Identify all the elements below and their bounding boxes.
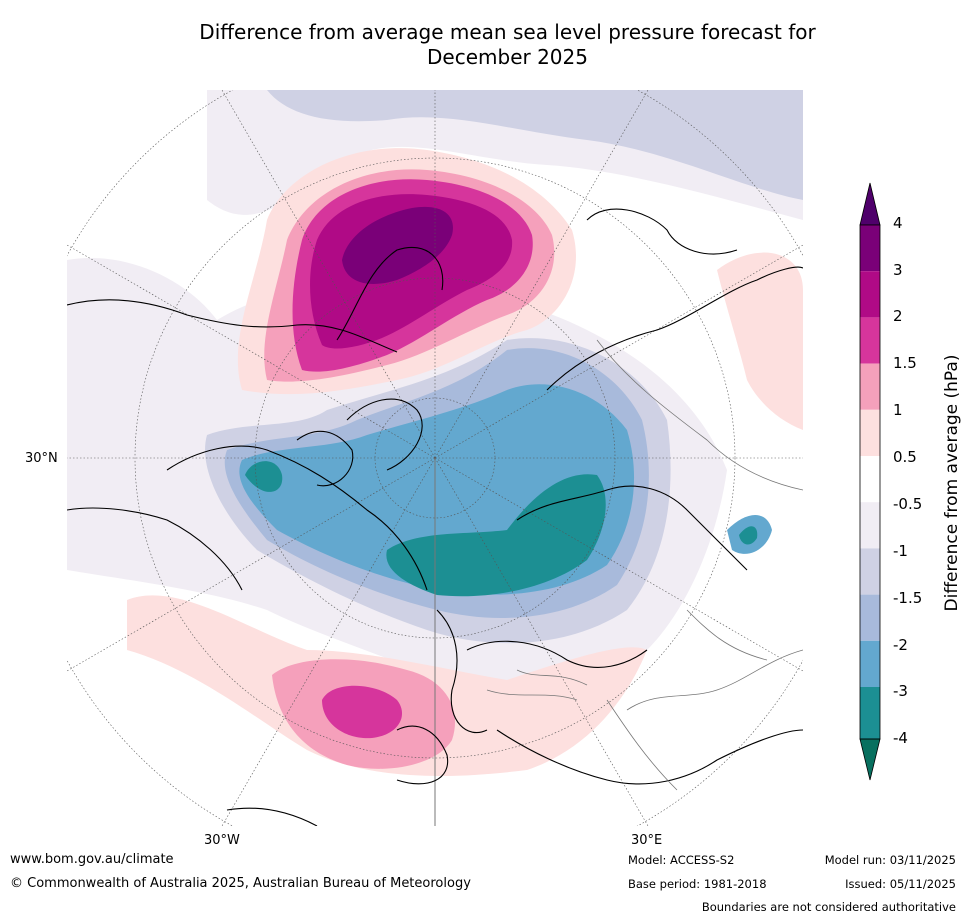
colorbar-band-m3-m4 [860, 687, 880, 739]
colorbar-outline [859, 224, 881, 740]
colorbar-band-2-1.5 [860, 317, 880, 364]
footer-issued: Issued: 05/11/2025 [845, 877, 956, 891]
colorbar-band-4-3 [860, 225, 880, 272]
colorbar-band-1.5-1 [860, 363, 880, 410]
colorbar-title: Difference from average (hPa) [942, 354, 962, 612]
colorbar-tick-1.5: 1.5 [893, 354, 917, 372]
anomaly-region-top-neg-1 [267, 90, 803, 200]
colorbar-band-m0.5-m1 [860, 502, 880, 549]
footer-model-run: Model run: 03/11/2025 [824, 853, 956, 867]
footer-disclaimer: Boundaries are not considered authoritat… [701, 900, 956, 914]
title-line-1: Difference from average mean sea level p… [199, 20, 816, 44]
lat-label-30n: 30°N [25, 451, 58, 466]
colorbar-over-arrow [859, 182, 881, 226]
lon-label-30w: 30°W [204, 833, 240, 848]
anomaly-region-pos-3 [342, 206, 453, 284]
colorbar-tick-m2: -2 [893, 636, 908, 654]
footer-base-period: Base period: 1981-2018 [628, 877, 767, 891]
colorbar-tick-m3: -3 [893, 682, 908, 700]
chart-title: Difference from average mean sea level p… [0, 20, 965, 70]
footer-copyright: © Commonwealth of Australia 2025, Austra… [10, 876, 471, 891]
colorbar-tick-1: 1 [893, 401, 903, 419]
colorbar [859, 182, 881, 781]
colorbar-under-arrow [859, 738, 881, 781]
colorbar-band-m1.5-m2 [860, 594, 880, 641]
colorbar-band-m1-m1.5 [860, 548, 880, 595]
anomaly-region-pos-east-0.5 [717, 252, 803, 430]
colorbar-tick-2: 2 [893, 307, 903, 325]
anomaly-region-neg-east-3 [739, 526, 758, 545]
graticule [67, 90, 803, 826]
lon-label-30e: 30°E [631, 833, 663, 848]
anomaly-region-pos-atl-1.5 [322, 685, 403, 739]
title-line-2: December 2025 [427, 45, 588, 69]
colorbar-tick-3: 3 [893, 261, 903, 279]
colorbar-tick-m1.5: -1.5 [893, 589, 923, 607]
colorbar-band-1-0.5 [860, 409, 880, 456]
pressure-anomaly-map [67, 90, 803, 826]
anomaly-region-neg-3b [245, 461, 283, 492]
colorbar-tick-m0.5: -0.5 [893, 495, 923, 513]
footer-model: Model: ACCESS-S2 [628, 853, 735, 867]
colorbar-band-neutral [860, 456, 880, 503]
country-borders [486, 339, 803, 791]
colorbar-tick-m4: -4 [893, 729, 908, 747]
coastlines [67, 208, 803, 826]
footer-website-link[interactable]: www.bom.gov.au/climate [10, 852, 174, 867]
colorbar-band-3-2 [860, 271, 880, 318]
colorbar-band-m2-m3 [860, 640, 880, 687]
colorbar-tick-m1: -1 [893, 542, 908, 560]
colorbar-tick-0.5: 0.5 [893, 448, 917, 466]
colorbar-tick-4: 4 [893, 214, 903, 232]
